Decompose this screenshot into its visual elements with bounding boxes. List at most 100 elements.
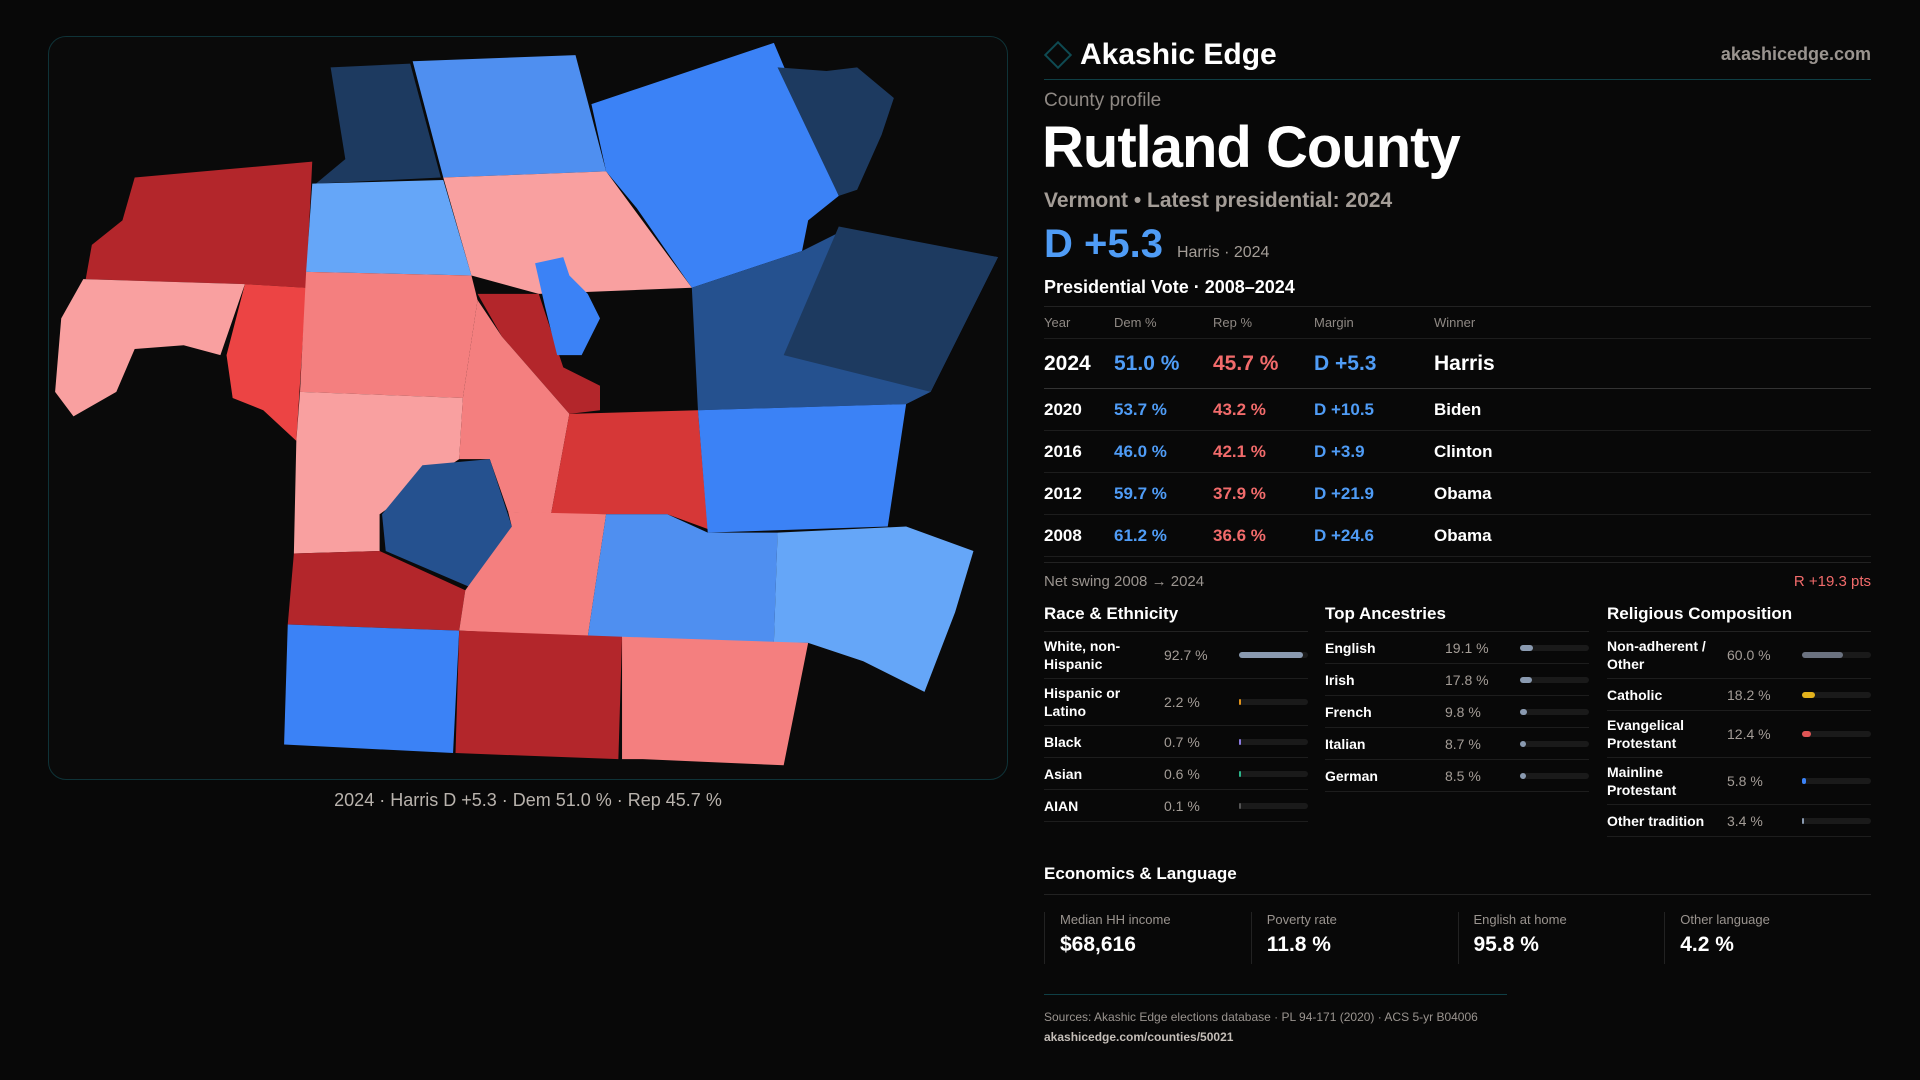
town-shape[interactable] — [697, 404, 907, 533]
stat-row: Asian 0.6 % — [1044, 758, 1308, 790]
stat-label: Non-adherent / Other — [1607, 638, 1706, 672]
stat-bar-fill — [1239, 802, 1241, 809]
table-cell: D +10.5 — [1314, 399, 1375, 419]
table-row[interactable]: 2020 53.7 % 43.2 % D +10.5 Biden — [1044, 389, 1871, 431]
table-cell: Harris — [1434, 351, 1495, 375]
town-shape[interactable] — [226, 284, 307, 441]
stat-bar — [1520, 772, 1589, 779]
table-row[interactable]: 2008 61.2 % 36.6 % D +24.6 Obama — [1044, 515, 1871, 557]
table-cell: Obama — [1434, 483, 1492, 503]
table-cell: 2024 — [1044, 351, 1091, 375]
card-label: English at home — [1473, 912, 1567, 927]
town-shape[interactable] — [300, 271, 478, 398]
stat-bar — [1239, 802, 1308, 809]
stat-label: Other tradition — [1607, 812, 1705, 829]
stat-value: 18.2 % — [1727, 686, 1771, 703]
town-shape[interactable] — [622, 636, 809, 766]
card-value: 4.2 % — [1680, 933, 1734, 956]
town-shape[interactable] — [591, 42, 839, 288]
town-shape[interactable] — [551, 410, 708, 529]
card-value: 95.8 % — [1473, 933, 1539, 956]
card-label: Median HH income — [1060, 912, 1171, 927]
town-shape[interactable] — [85, 161, 313, 288]
town-shape[interactable] — [284, 624, 460, 754]
source-url[interactable]: akashicedge.com/counties/50021 — [1044, 1030, 1234, 1044]
table-cell: 2020 — [1044, 399, 1082, 419]
town-shape[interactable] — [315, 63, 441, 184]
stat-label: French — [1325, 703, 1372, 720]
economics-cards: Median HH income $68,616 Poverty rate 11.8 … — [1044, 912, 1871, 964]
brand-name: Akashic Edge — [1080, 37, 1277, 71]
column-header: Margin — [1314, 315, 1354, 330]
town-shape[interactable] — [306, 180, 472, 276]
map-caption: 2024 · Harris D +5.3 · Dem 51.0 % · Rep … — [334, 790, 722, 810]
stat-card: Median HH income $68,616 — [1044, 912, 1251, 964]
table-cell: D +24.6 — [1314, 525, 1375, 545]
town-shape[interactable] — [459, 511, 607, 637]
table-row[interactable]: 2012 59.7 % 37.9 % D +21.9 Obama — [1044, 473, 1871, 515]
stat-card: Poverty rate 11.8 % — [1250, 912, 1458, 964]
site-link[interactable]: akashicedge.com — [1720, 44, 1871, 64]
stat-bar — [1520, 708, 1589, 715]
eyebrow: County profile — [1044, 90, 1162, 111]
stat-bar — [1802, 778, 1871, 784]
table-cell: 51.0 % — [1114, 351, 1180, 375]
stat-row: French 9.8 % — [1325, 696, 1589, 728]
town-shape[interactable] — [382, 459, 512, 588]
stat-bar-fill — [1239, 652, 1303, 658]
stat-row: White, non-Hispanic 92.7 % — [1044, 632, 1308, 679]
town-shape[interactable] — [412, 55, 607, 178]
page-title: Rutland County — [1042, 115, 1461, 180]
headline-margin: D +5.3 Harris · 2024 — [1044, 222, 1269, 267]
stat-bar-fill — [1239, 699, 1241, 705]
margin-value: D +5.3 — [1044, 222, 1163, 266]
stat-bar — [1802, 691, 1871, 698]
town-shape[interactable] — [477, 293, 600, 414]
table-header: Year Dem % Rep % Margin Winner — [1044, 307, 1871, 339]
stat-bar-fill — [1239, 770, 1241, 777]
town-shape[interactable] — [459, 300, 570, 515]
stat-value: 0.6 % — [1164, 765, 1200, 782]
table-cell: 37.9 % — [1213, 483, 1266, 503]
economics-title: Economics & Language — [1044, 864, 1871, 895]
town-shape[interactable] — [293, 391, 463, 554]
section-title: Top Ancestries — [1325, 600, 1589, 632]
brand-logo[interactable]: Akashic Edge — [1043, 37, 1277, 72]
stat-card: Other language 4.2 % — [1664, 912, 1871, 964]
table-cell: Clinton — [1434, 441, 1493, 461]
table-row[interactable]: 2016 46.0 % 42.1 % D +3.9 Clinton — [1044, 431, 1871, 473]
town-shape[interactable] — [783, 226, 998, 392]
town-shape[interactable] — [777, 67, 894, 196]
subtitle: Vermont • Latest presidential: 2024 — [1044, 189, 1393, 212]
column-header: Winner — [1434, 315, 1476, 330]
stat-label: Italian — [1325, 735, 1366, 752]
stat-value: 19.1 % — [1445, 639, 1489, 656]
stat-card: English at home 95.8 % — [1457, 912, 1665, 964]
town-shape[interactable] — [773, 526, 974, 692]
section-title: Religious Composition — [1607, 600, 1871, 632]
stat-row: Catholic 18.2 % — [1607, 679, 1871, 711]
card-value: $68,616 — [1060, 933, 1136, 956]
town-shape[interactable] — [287, 551, 466, 631]
table-row[interactable]: 2024 51.0 % 45.7 % D +5.3 Harris — [1044, 339, 1871, 389]
town-shape[interactable] — [55, 279, 245, 417]
column-header: Rep % — [1213, 315, 1253, 330]
card-value: 11.8 % — [1266, 933, 1331, 956]
stat-row: Irish 17.8 % — [1325, 664, 1589, 696]
stat-value: 12.4 % — [1727, 726, 1771, 742]
stat-bar-fill — [1520, 644, 1534, 651]
stat-label: White, non-Hispanic — [1044, 638, 1121, 672]
stat-label: German — [1325, 767, 1378, 784]
town-shape[interactable] — [535, 257, 600, 356]
town-shape[interactable] — [455, 630, 623, 760]
stat-value: 2.2 % — [1164, 694, 1200, 710]
table-cell: 2012 — [1044, 483, 1082, 503]
town-shape[interactable] — [443, 171, 692, 294]
town-shape[interactable] — [587, 514, 778, 643]
swing-label: Net swing 2008 → 2024 — [1044, 573, 1205, 590]
stat-value: 8.7 % — [1445, 735, 1481, 752]
stat-bar-fill — [1239, 738, 1241, 745]
stat-label: Evangelical Protestant — [1607, 717, 1685, 751]
stat-label: AIAN — [1044, 797, 1079, 814]
